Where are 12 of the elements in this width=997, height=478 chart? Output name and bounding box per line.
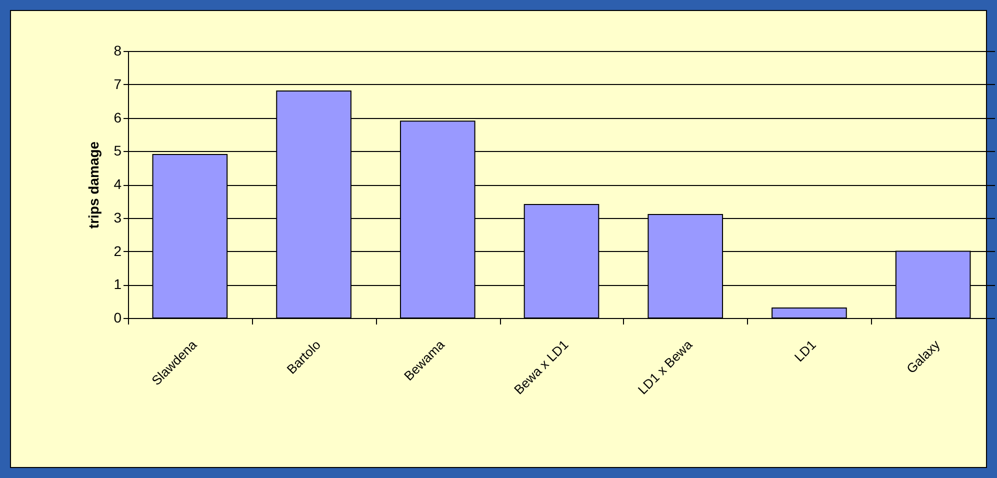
y-tick-label: 3 [114,209,122,226]
y-tick-label: 5 [114,142,122,159]
y-tick-label: 4 [114,176,122,192]
x-tick-label: LD1 [791,337,819,365]
y-tick-label: 1 [114,276,122,292]
y-tick-label: 8 [114,42,122,58]
y-axis-title: trips damage [86,141,102,229]
bar [772,307,847,318]
y-tick-label: 6 [114,109,122,126]
y-tick-label: 7 [114,76,122,92]
y-tick-label: 2 [114,242,122,259]
y-tick-label: 0 [114,310,122,326]
